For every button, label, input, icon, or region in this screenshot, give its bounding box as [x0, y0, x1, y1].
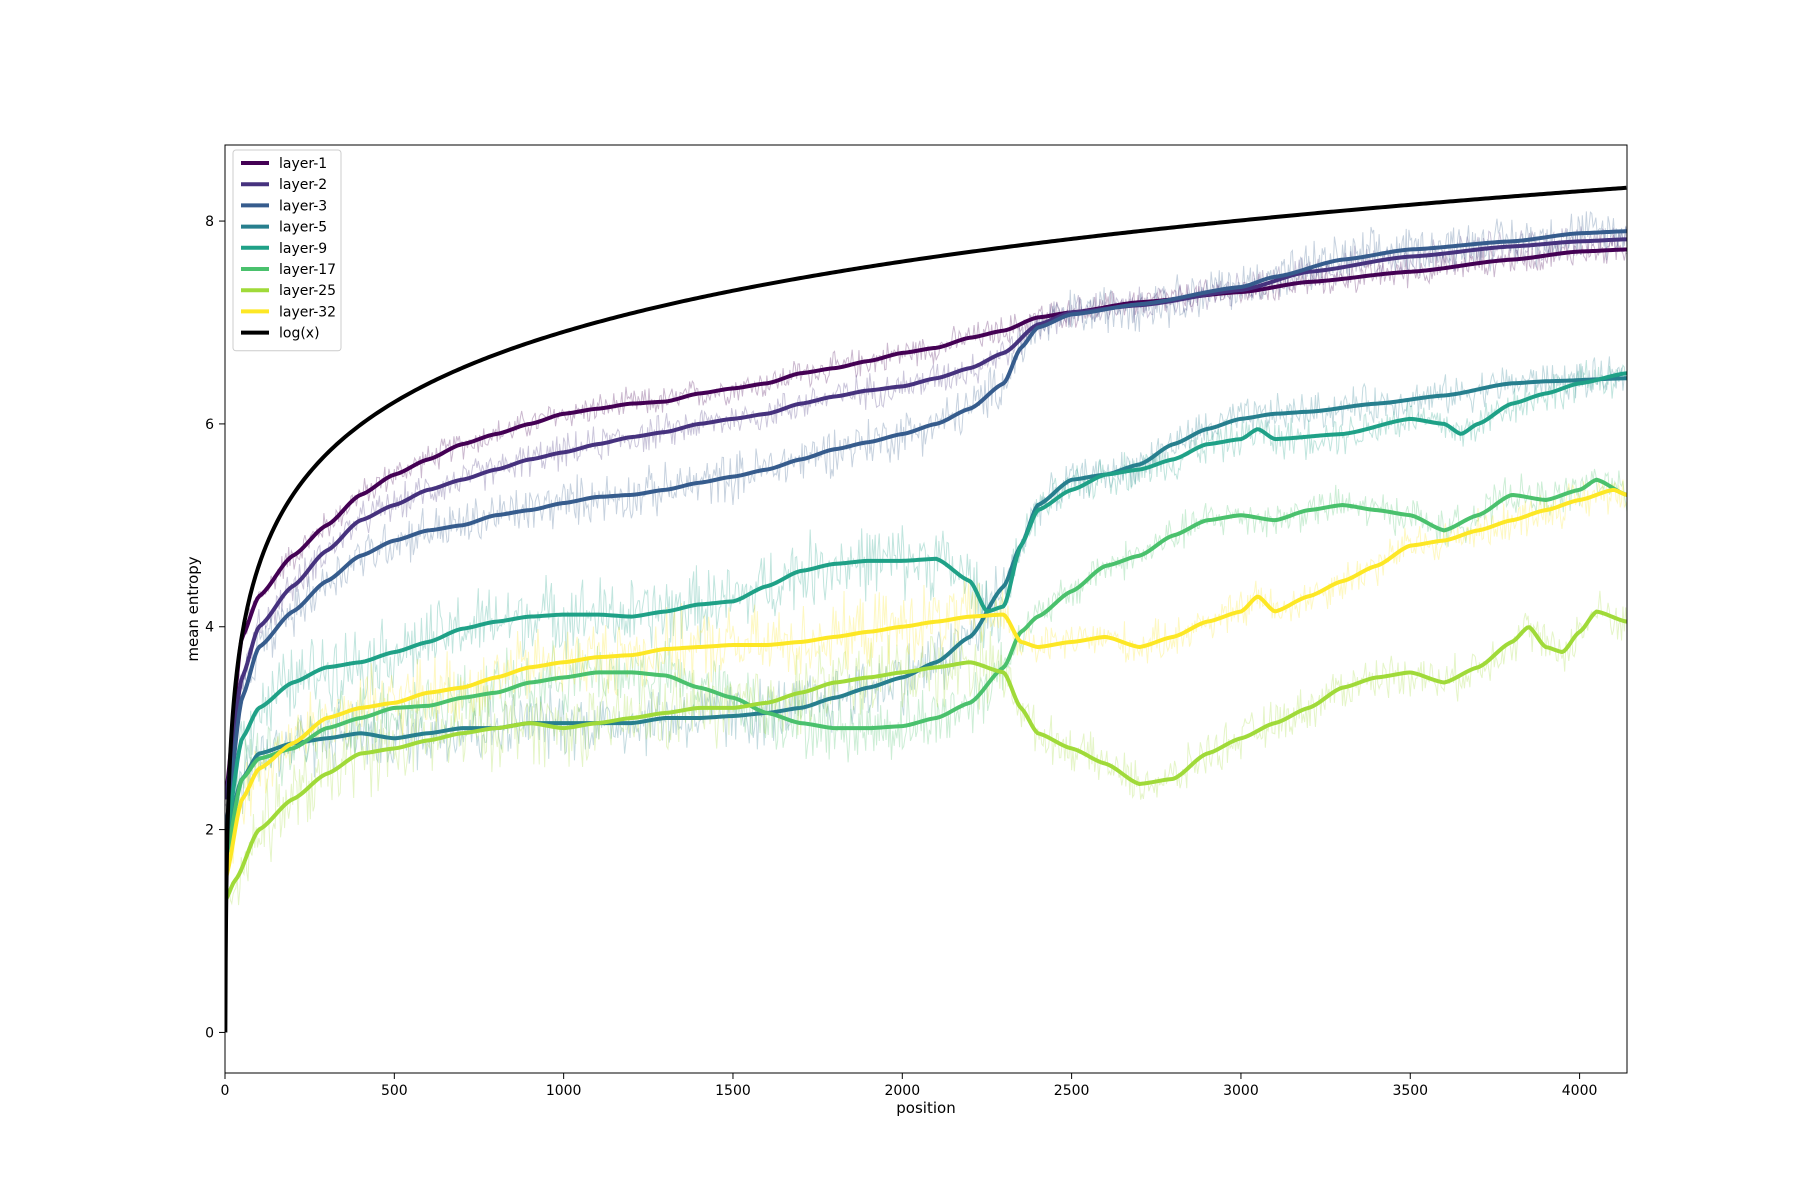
- x-tick-label: 500: [381, 1083, 408, 1099]
- legend-box: [232, 149, 342, 352]
- series-noise-layer-5: [225, 356, 1627, 853]
- x-axis-label: position: [896, 1099, 955, 1117]
- x-tick-label: 1000: [546, 1083, 582, 1099]
- series-line-layer-2: [225, 237, 1627, 800]
- x-tick-label: 3000: [1223, 1083, 1259, 1099]
- legend-label: log(x): [279, 326, 320, 342]
- legend-item-layer-3: layer-3: [241, 198, 327, 214]
- legend-item-layer-1: layer-1: [241, 156, 327, 172]
- series-line-layer-3: [225, 229, 1627, 830]
- series-noise-layer-9: [225, 359, 1627, 859]
- legend-label: layer-32: [279, 304, 336, 320]
- series-line-layer-9: [225, 371, 1627, 841]
- x-tick-label: 4000: [1562, 1083, 1598, 1099]
- legend-item-layer-2: layer-2: [241, 177, 327, 193]
- legend-item-layer-9: layer-9: [241, 241, 327, 257]
- x-tick-label: 0: [221, 1083, 230, 1099]
- y-tick-label: 8: [205, 214, 214, 230]
- y-tick-label: 0: [205, 1025, 214, 1041]
- legend-item-layer-25: layer-25: [241, 283, 336, 299]
- series-line-layer-32: [225, 487, 1627, 881]
- series-noise-layer-1: [225, 234, 1627, 797]
- y-tick-label: 4: [205, 620, 214, 636]
- y-tick-label: 2: [205, 823, 214, 839]
- y-axis-ticks: 0 2 4 6 8: [205, 214, 225, 1041]
- x-axis-ticks: 0 500 1000 1500 2000 2500 3000 3500 4000: [221, 1073, 1598, 1099]
- y-tick-label: 6: [205, 417, 214, 433]
- legend-item-layer-17: layer-17: [241, 262, 336, 278]
- legend-item-layer-5: layer-5: [241, 220, 327, 236]
- legend-label: layer-5: [279, 220, 327, 236]
- series-noise-layer-32: [225, 479, 1627, 900]
- legend: layer-1 layer-2 layer-3 layer-5 layer-9 layer…: [232, 149, 342, 352]
- x-tick-label: 2000: [884, 1083, 920, 1099]
- legend-label: layer-2: [279, 177, 327, 193]
- x-tick-label: 2500: [1054, 1083, 1090, 1099]
- legend-item-layer-32: layer-32: [241, 304, 336, 320]
- plot-frame: [224, 144, 1628, 1074]
- y-axis-label: mean entropy: [184, 556, 202, 661]
- series-line-layer-5: [225, 376, 1627, 841]
- legend-label: layer-1: [279, 156, 327, 172]
- legend-label: layer-9: [279, 241, 327, 257]
- series-line-layer-17: [225, 477, 1627, 861]
- legend-label: layer-25: [279, 283, 336, 299]
- legend-label: layer-17: [279, 262, 336, 278]
- series-noise-layer-3: [225, 211, 1627, 828]
- series-line-log-x: [225, 185, 1627, 1033]
- noise-traces: [225, 211, 1627, 921]
- smoothed-series-lines: [225, 185, 1627, 1033]
- legend-item-log-x: log(x): [241, 326, 320, 342]
- x-tick-label: 1500: [715, 1083, 751, 1099]
- series-line-layer-1: [225, 247, 1627, 800]
- series-noise-layer-2: [225, 226, 1627, 808]
- series-line-layer-25: [225, 609, 1627, 902]
- legend-label: layer-3: [279, 198, 327, 214]
- x-tick-label: 3500: [1392, 1083, 1428, 1099]
